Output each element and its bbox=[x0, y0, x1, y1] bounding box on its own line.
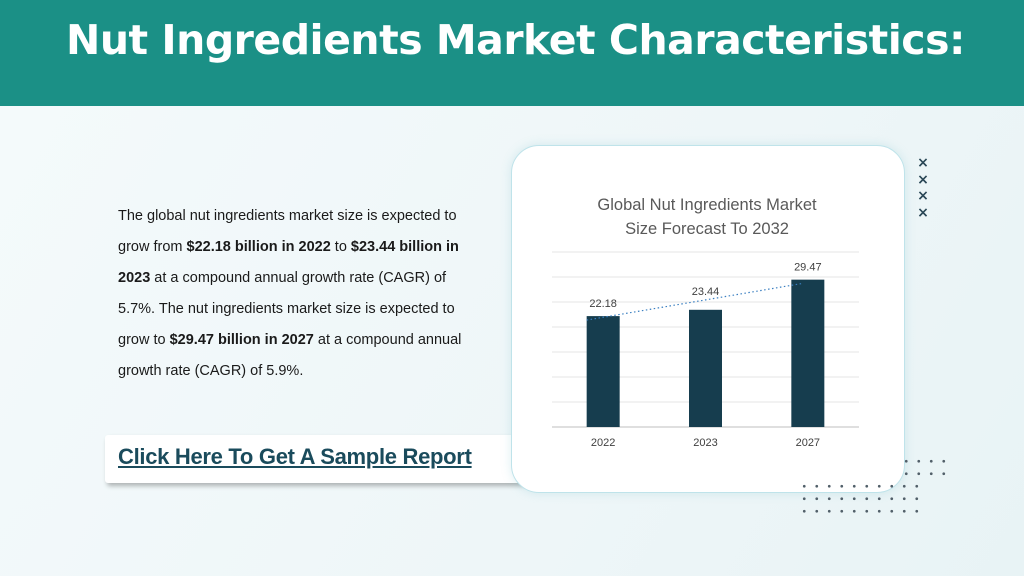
desc-value-2023: $23.44 billion in 2023 bbox=[118, 239, 459, 286]
decor-dot-grid-bottom bbox=[798, 480, 923, 520]
close-icon: × bbox=[917, 204, 929, 221]
chart-title-line1: Global Nut Ingredients Market bbox=[597, 196, 817, 214]
desc-text-3: at a compound annual growth rate (CAGR) … bbox=[118, 270, 455, 348]
chart-title-line2: Size Forecast To 2032 bbox=[625, 220, 789, 238]
desc-text-1: The global nut ingredients market size i… bbox=[118, 208, 457, 255]
x-tick-label: 2027 bbox=[796, 437, 820, 449]
data-label: 29.47 bbox=[794, 262, 822, 274]
chart-card: Global Nut Ingredients Market Size Forec… bbox=[511, 145, 905, 493]
close-icon: × bbox=[917, 155, 929, 171]
desc-text-2: to bbox=[330, 239, 351, 255]
data-label: 23.44 bbox=[692, 286, 720, 298]
bar-2022 bbox=[586, 316, 620, 427]
trendline bbox=[586, 283, 802, 321]
market-description: The global nut ingredients market size i… bbox=[118, 201, 468, 387]
bar-chart: Global Nut Ingredients Market Size Forec… bbox=[552, 196, 859, 449]
decor-dot-grid-right bbox=[900, 455, 952, 483]
close-icon: × bbox=[917, 188, 929, 204]
sample-report-link[interactable]: Click Here To Get A Sample Report bbox=[118, 444, 472, 469]
page-title: Nut Ingredients Market Characteristics: bbox=[66, 16, 965, 64]
sample-report-box: Click Here To Get A Sample Report bbox=[105, 435, 525, 483]
desc-text-4: at a compound annual growth rate (CAGR) … bbox=[118, 332, 462, 379]
desc-value-2027: $29.47 billion in 2027 bbox=[169, 332, 314, 348]
x-tick-label: 2022 bbox=[591, 437, 615, 449]
bar-2027 bbox=[791, 279, 825, 427]
header-bar: Nut Ingredients Market Characteristics: bbox=[0, 0, 1024, 106]
desc-value-2022: $22.18 billion in 2022 bbox=[186, 239, 331, 255]
data-label: 22.18 bbox=[589, 298, 617, 310]
x-tick-label: 2023 bbox=[693, 437, 717, 449]
bar-2023 bbox=[689, 309, 722, 427]
close-icon: × bbox=[917, 171, 929, 188]
decor-x-marks: × × × × bbox=[913, 155, 933, 221]
